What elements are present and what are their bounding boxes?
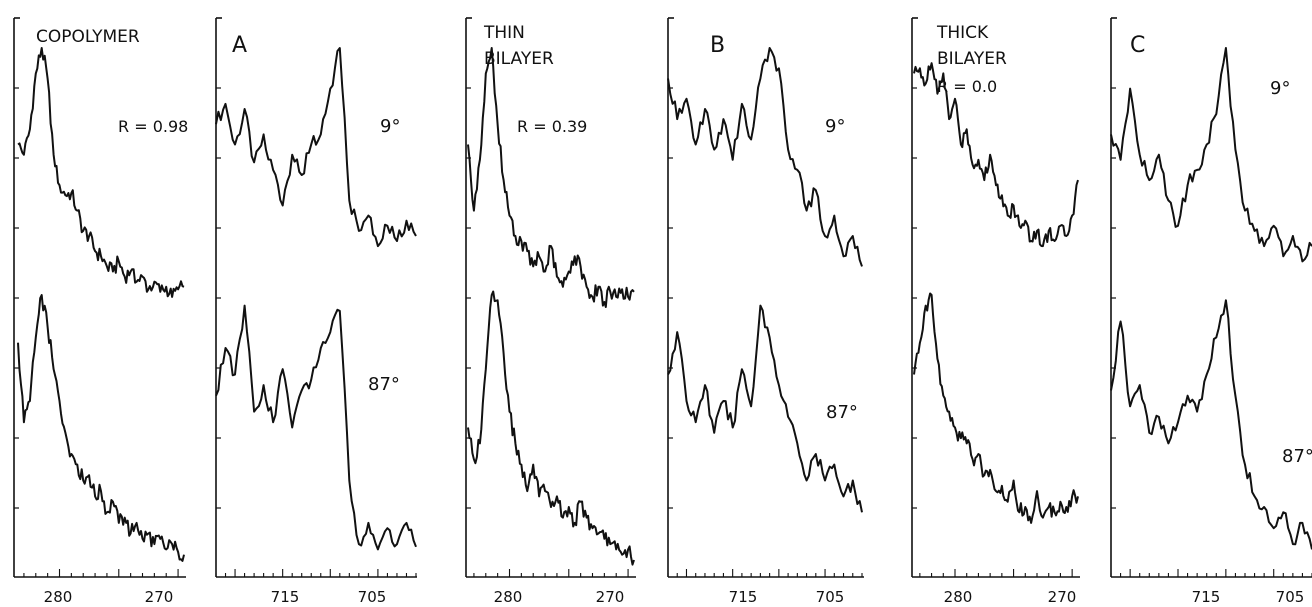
x-tick-label-705: 705	[816, 588, 845, 606]
panel-title: B	[710, 33, 725, 58]
angle-label-9: 9°	[1270, 78, 1290, 99]
spectrum-line-upper	[17, 47, 185, 298]
angle-label-9: 9°	[380, 116, 400, 137]
r-value-annotation: R = 0.39	[517, 117, 587, 136]
spectrum-line-upper	[215, 47, 417, 248]
x-tick-label-705: 705	[1276, 588, 1305, 606]
panel-b: B 9° 87° 715 705	[667, 17, 864, 606]
x-tick-label-715: 715	[729, 588, 758, 606]
angle-label-9: 9°	[825, 116, 845, 137]
angle-label-87: 87°	[368, 374, 400, 395]
spectrum-line-upper	[667, 47, 863, 267]
spectrum-line-lower	[215, 304, 417, 551]
angle-label-87: 87°	[1282, 446, 1312, 467]
x-tick-label-270: 270	[145, 588, 174, 606]
x-tick-label-715: 715	[271, 588, 300, 606]
r-value-annotation: R = 0.98	[118, 117, 188, 136]
panel-title: C	[1130, 33, 1145, 58]
angle-label-87: 87°	[826, 402, 858, 423]
x-tick-label-280: 280	[494, 588, 523, 606]
spectrum-line-lower	[467, 290, 635, 566]
x-tick-label-715: 715	[1192, 588, 1221, 606]
spectrum-line-upper	[913, 62, 1079, 248]
x-tick-label-270: 270	[596, 588, 625, 606]
panel-title-line-2: BILAYER	[937, 49, 1007, 69]
panel-c: C 9° 87° 715 705	[1110, 17, 1312, 606]
panel-thick-bilayer: THICK BILAYER R = 0.0 280 270	[911, 17, 1080, 606]
panel-a: A 9° 87° 715 705	[215, 17, 417, 606]
panel-title-line-2: BILAYER	[484, 49, 554, 69]
panel-title-line-1: THICK	[936, 23, 989, 43]
x-tick-label-280: 280	[944, 588, 973, 606]
panel-thin-bilayer: THIN BILAYER R = 0.39 280 270	[465, 17, 636, 606]
spectrum-line-lower	[1110, 299, 1312, 550]
x-tick-label-280: 280	[44, 588, 73, 606]
x-tick-label-270: 270	[1048, 588, 1077, 606]
x-tick-label-705: 705	[358, 588, 387, 606]
spectrum-line-upper	[467, 47, 635, 308]
r-value-annotation: R = 0.0	[937, 77, 997, 96]
panel-title: A	[232, 33, 247, 58]
spectrum-line-lower	[17, 294, 185, 562]
panel-copolymer: COPOLYMER R = 0.98 280 270	[13, 17, 188, 606]
panel-title: COPOLYMER	[36, 27, 140, 47]
panel-title-line-1: THIN	[483, 23, 525, 43]
spectrum-line-lower	[913, 292, 1079, 524]
spectrum-line-upper	[1110, 47, 1312, 263]
spectrum-line-lower	[667, 304, 863, 513]
